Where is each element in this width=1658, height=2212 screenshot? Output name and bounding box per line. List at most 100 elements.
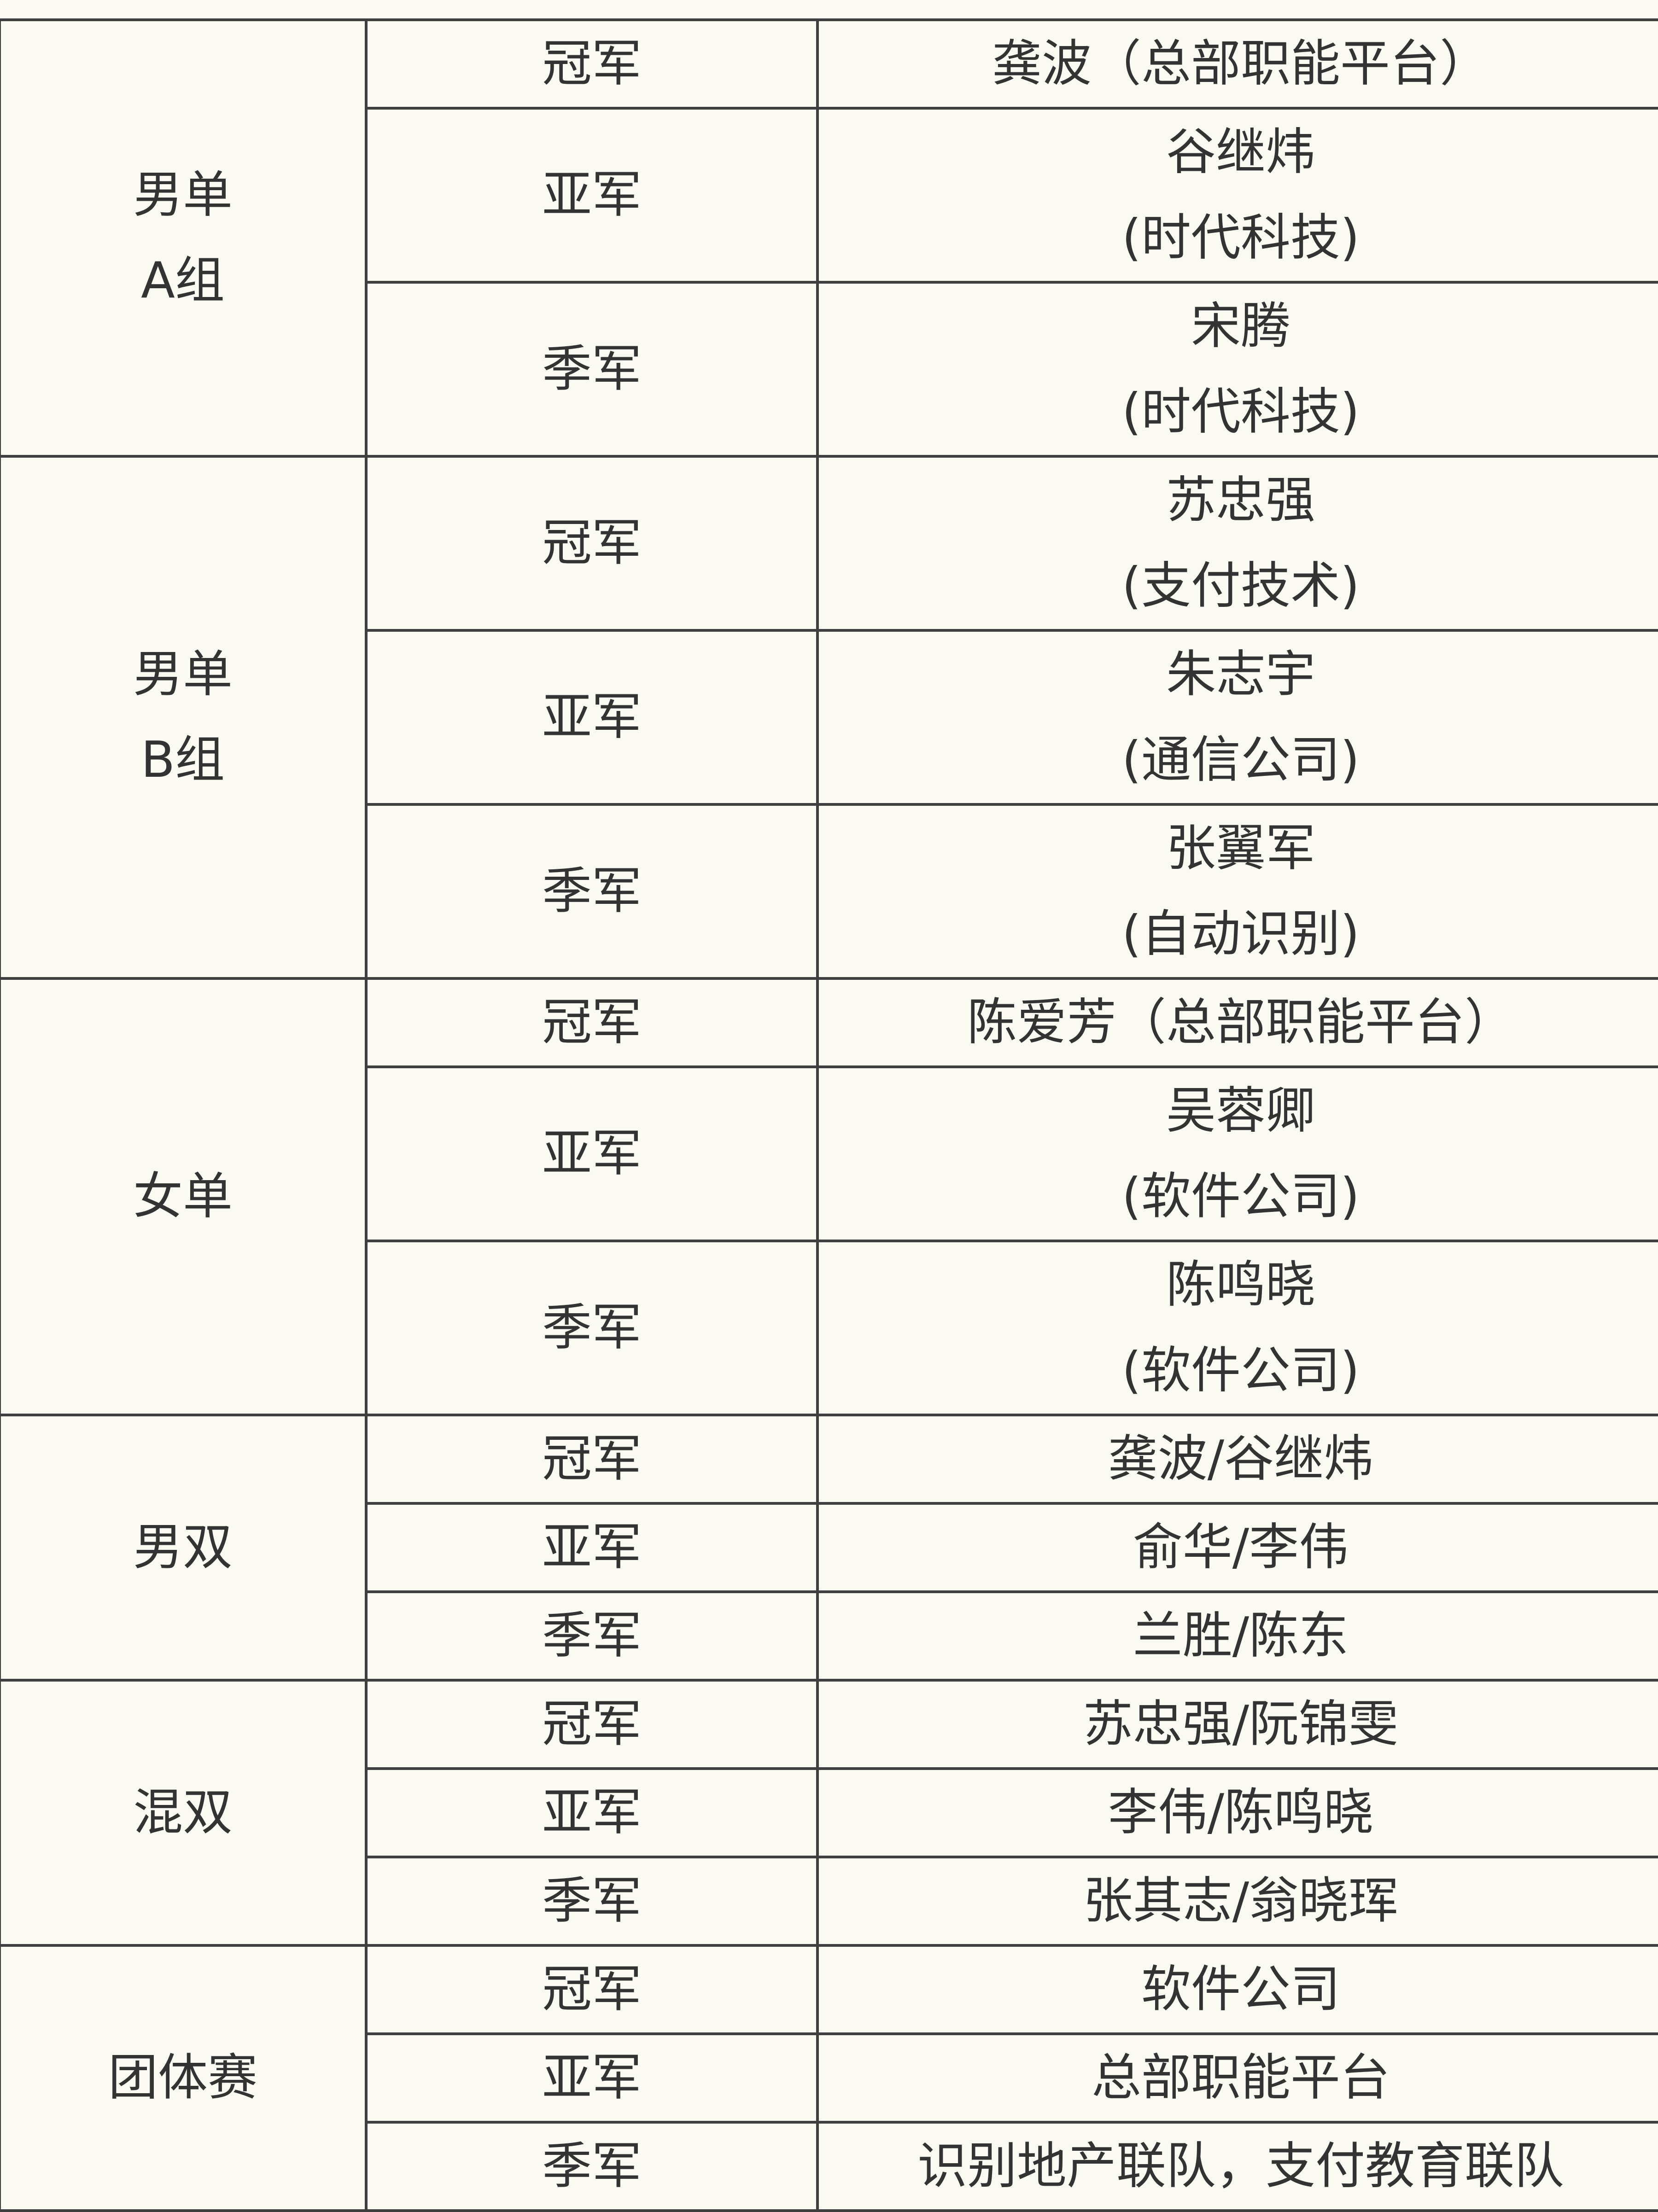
winner-cell: 软件公司 (816, 1944, 1658, 2035)
winner-cell: 龚波（总部职能平台） (816, 18, 1658, 110)
place-label: 冠军 (542, 514, 642, 572)
category-cell: 男单 B组 (0, 455, 368, 980)
winner-label: (时代科技) (1121, 209, 1360, 267)
place-cell: 冠军 (365, 1414, 819, 1505)
winner-cell: 张其志/翁晓珲 (816, 1856, 1658, 1947)
winner-cell: 龚波/谷继炜 (816, 1414, 1658, 1505)
place-cell: 亚军 (365, 107, 819, 284)
category-label: 男单 (133, 646, 233, 703)
place-cell: 亚军 (365, 1502, 819, 1593)
winner-cell: 谷继炜 (时代科技) (816, 107, 1658, 284)
winner-cell: 总部职能平台 (816, 2032, 1658, 2124)
place-cell: 亚军 (365, 1065, 819, 1242)
winner-cell: 苏忠强 (支付技术) (816, 455, 1658, 632)
winner-cell: 苏忠强/阮锦雯 (816, 1679, 1658, 1770)
winner-label: 陈爱芳（总部职能平台） (967, 994, 1514, 1051)
winner-label: 龚波（总部职能平台） (992, 35, 1489, 93)
place-cell: 季军 (365, 1590, 819, 1682)
place-cell: 亚军 (365, 1767, 819, 1858)
winner-label: 识别地产联队，支付教育联队 (917, 2137, 1564, 2195)
winner-label: (软件公司) (1121, 1168, 1360, 1225)
winner-cell: 张翼军 (自动识别) (816, 803, 1658, 980)
category-label: 男单 (133, 166, 233, 224)
place-cell: 季军 (365, 1856, 819, 1947)
winner-label: 俞华/李伟 (1133, 1519, 1349, 1576)
place-cell: 冠军 (365, 1944, 819, 2035)
table-row: 亚军 俞华/李伟 (0, 1502, 1658, 1593)
place-label: 亚军 (542, 166, 642, 224)
winner-label: 苏忠强/阮锦雯 (1083, 1695, 1399, 1753)
table-row: 男双 冠军 龚波/谷继炜 (0, 1414, 1658, 1682)
place-cell: 冠军 (365, 18, 819, 110)
place-label: 亚军 (542, 1784, 642, 1841)
table-row: 季军 兰胜/陈东 (0, 1590, 1658, 1682)
winner-label: 兰胜/陈东 (1133, 1607, 1349, 1665)
place-cell: 冠军 (365, 977, 819, 1068)
place-label: 冠军 (542, 1695, 642, 1753)
category-cell: 混双 (0, 1679, 368, 1947)
category-cell: 女单 (0, 977, 368, 1416)
winner-cell: 陈爱芳（总部职能平台） (816, 977, 1658, 1068)
table-row: 男单 B组 冠军 苏忠强 (支付技术) (0, 455, 1658, 980)
winner-label: 陈鸣晓 (1166, 1256, 1315, 1314)
place-cell: 季军 (365, 1240, 819, 1416)
category-label: 男双 (133, 1519, 233, 1576)
place-cell: 冠军 (365, 1679, 819, 1770)
place-cell: 季军 (365, 281, 819, 458)
table-row: 季军 识别地产联队，支付教育联队 (0, 2121, 1658, 2212)
table-row: 亚军 朱志宇 (通信公司) (0, 629, 1658, 806)
winner-cell: 陈鸣晓 (软件公司) (816, 1240, 1658, 1416)
winner-label: (时代科技) (1121, 383, 1360, 441)
place-label: 冠军 (542, 994, 642, 1051)
winner-label: 谷继炜 (1166, 123, 1315, 181)
winner-label: 张其志/翁晓珲 (1083, 1872, 1399, 1930)
winner-label: 苏忠强 (1166, 472, 1315, 529)
winner-label: 宋腾 (1191, 297, 1290, 355)
results-table: 男单 A组 冠军 龚波（总部职能平台） 亚军 谷继炜 (时代科技) 季军 宋腾 (时代科技) 男单 B… (0, 18, 1658, 2212)
category-cell: 男双 (0, 1414, 368, 1682)
table-row: 季军 陈鸣晓 (软件公司) (0, 1240, 1658, 1416)
winner-label: (软件公司) (1121, 1342, 1360, 1399)
winner-label: 龚波/谷继炜 (1108, 1430, 1374, 1488)
winner-label: 李伟/陈鸣晓 (1108, 1784, 1374, 1841)
place-cell: 季军 (365, 803, 819, 980)
place-label: 冠军 (542, 35, 642, 93)
winner-label: (自动识别) (1121, 905, 1360, 963)
place-label: 季军 (542, 1607, 642, 1665)
category-label: A组 (141, 252, 225, 309)
category-label: 女单 (133, 1168, 233, 1225)
table-row: 亚军 李伟/陈鸣晓 (0, 1767, 1658, 1858)
category-label: 团体赛 (108, 2049, 257, 2107)
place-label: 冠军 (542, 1430, 642, 1488)
category-label: 混双 (133, 1784, 233, 1841)
winner-label: (通信公司) (1121, 731, 1360, 789)
table-row: 女单 冠军 陈爱芳（总部职能平台） (0, 977, 1658, 1416)
winner-cell: 兰胜/陈东 (816, 1590, 1658, 1682)
place-cell: 亚军 (365, 2032, 819, 2124)
table-row: 亚军 谷继炜 (时代科技) (0, 107, 1658, 284)
table-row: 团体赛 冠军 软件公司 (0, 1944, 1658, 2212)
category-cell: 男单 A组 (0, 18, 368, 458)
place-cell: 季军 (365, 2121, 819, 2212)
winner-label: 软件公司 (1141, 1961, 1340, 2018)
table-row: 亚军 总部职能平台 (0, 2032, 1658, 2124)
place-label: 亚军 (542, 1125, 642, 1182)
place-label: 亚军 (542, 688, 642, 746)
winner-cell: 识别地产联队，支付教育联队 (816, 2121, 1658, 2212)
winner-label: 张翼军 (1166, 820, 1315, 877)
winner-cell: 俞华/李伟 (816, 1502, 1658, 1593)
table-row: 亚军 吴蓉卿 (软件公司) (0, 1065, 1658, 1242)
table-row: 季军 张翼军 (自动识别) (0, 803, 1658, 980)
winner-label: 总部职能平台 (1091, 2049, 1390, 2107)
table-row: 季军 宋腾 (时代科技) (0, 281, 1658, 458)
winner-label: 吴蓉卿 (1166, 1082, 1315, 1140)
winner-cell: 宋腾 (时代科技) (816, 281, 1658, 458)
winner-label: 朱志宇 (1166, 646, 1315, 703)
place-label: 季军 (542, 1299, 642, 1356)
table-row: 季军 张其志/翁晓珲 (0, 1856, 1658, 1947)
table-row: 男单 A组 冠军 龚波（总部职能平台） (0, 18, 1658, 458)
place-label: 季军 (542, 862, 642, 920)
place-label: 季军 (542, 2137, 642, 2195)
winner-cell: 朱志宇 (通信公司) (816, 629, 1658, 806)
place-cell: 亚军 (365, 629, 819, 806)
